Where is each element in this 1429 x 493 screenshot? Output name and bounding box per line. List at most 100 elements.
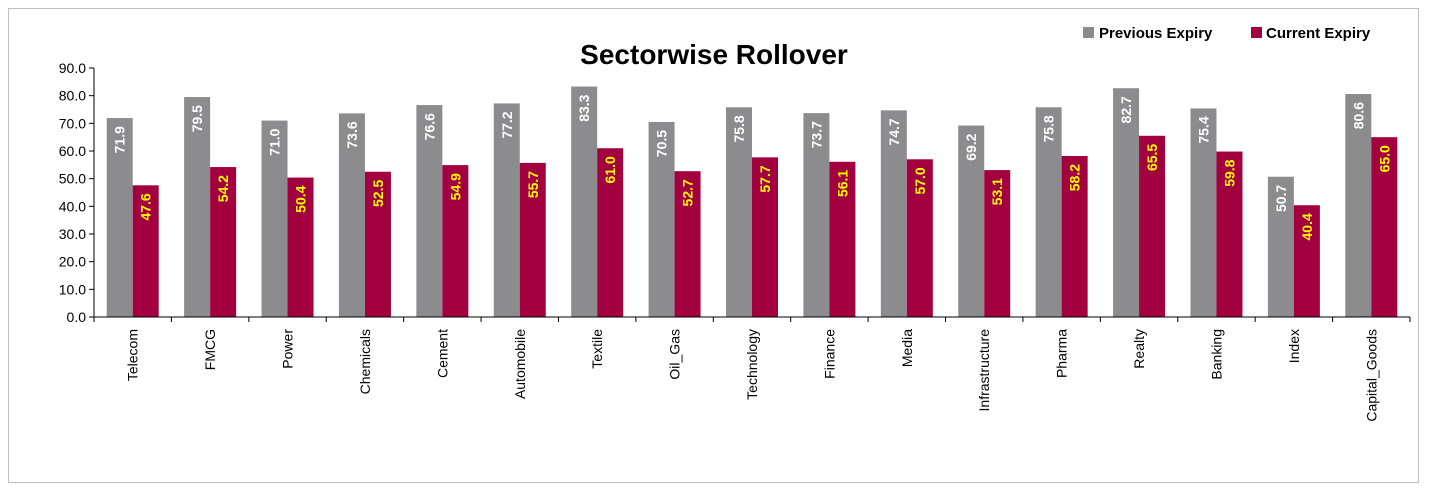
x-tick-label: FMCG — [202, 329, 218, 370]
y-tick-label: 40.0 — [59, 198, 86, 214]
x-tick-label: Infrastructure — [976, 329, 992, 412]
x-tick-label: Index — [1286, 329, 1302, 363]
bar-current-expiry — [132, 185, 159, 317]
legend-swatch-previous-expiry — [1083, 27, 1094, 38]
y-tick-label: 50.0 — [59, 171, 86, 187]
data-label-previous-expiry: 75.8 — [731, 115, 747, 142]
x-axis: Telecom FMCG Power Chemicals Cement Automobil… — [93, 316, 1411, 422]
data-label-previous-expiry: 71.9 — [112, 126, 128, 153]
data-label-current-expiry: 59.8 — [1221, 159, 1237, 186]
bar-current-expiry — [829, 161, 856, 317]
bar-previous-expiry — [1113, 88, 1140, 318]
data-label-current-expiry: 58.2 — [1067, 164, 1083, 191]
data-label-current-expiry: 61.0 — [602, 156, 618, 183]
bar-previous-expiry — [338, 113, 365, 317]
bar-previous-expiry — [648, 121, 675, 317]
bar-current-expiry — [1371, 137, 1398, 317]
bar-previous-expiry — [261, 120, 288, 317]
y-tick-label: 0.0 — [67, 309, 87, 325]
bar-previous-expiry — [958, 125, 985, 318]
x-tick-label: Power — [280, 329, 296, 369]
data-label-previous-expiry: 83.3 — [576, 94, 592, 121]
bar-current-expiry — [210, 167, 237, 317]
x-tick-label: Realty — [1131, 329, 1147, 369]
data-label-current-expiry: 53.1 — [989, 178, 1005, 205]
legend-swatch-current-expiry — [1251, 27, 1262, 38]
data-label-current-expiry: 55.7 — [525, 171, 541, 198]
data-label-current-expiry: 57.0 — [912, 167, 928, 194]
data-label-previous-expiry: 77.2 — [499, 111, 515, 138]
data-label-previous-expiry: 75.8 — [1041, 115, 1057, 142]
data-label-previous-expiry: 50.7 — [1273, 185, 1289, 212]
data-label-previous-expiry: 73.7 — [808, 121, 824, 148]
bar-previous-expiry — [1267, 176, 1294, 317]
data-label-current-expiry: 57.7 — [757, 165, 773, 192]
x-tick-label: Cement — [434, 329, 450, 378]
bar-current-expiry — [1061, 155, 1088, 317]
bar-previous-expiry — [726, 107, 752, 317]
bar-previous-expiry — [106, 118, 133, 318]
bar-current-expiry — [519, 162, 546, 317]
data-label-current-expiry: 56.1 — [834, 170, 850, 197]
bar-current-expiry — [906, 159, 933, 317]
data-label-current-expiry: 47.6 — [138, 193, 154, 220]
y-tick-label: 20.0 — [59, 254, 86, 270]
data-label-current-expiry: 50.4 — [293, 185, 309, 212]
x-tick-label: Finance — [821, 329, 837, 379]
x-tick-label: Textile — [589, 329, 605, 369]
bar-previous-expiry — [1190, 108, 1217, 317]
chart-frame — [8, 8, 1419, 483]
x-tick-label: Pharma — [1054, 329, 1070, 378]
bar-previous-expiry — [416, 105, 443, 317]
data-label-current-expiry: 52.7 — [680, 179, 696, 206]
bar-current-expiry — [1293, 205, 1320, 317]
bars — [106, 86, 1398, 318]
data-label-previous-expiry: 74.7 — [886, 118, 902, 145]
data-label-previous-expiry: 71.0 — [267, 128, 283, 155]
bar-current-expiry — [287, 177, 314, 317]
data-label-previous-expiry: 82.7 — [1118, 96, 1134, 123]
data-label-previous-expiry: 80.6 — [1350, 102, 1366, 129]
x-tick-label: Chemicals — [357, 329, 373, 394]
x-tick-label: Banking — [1208, 329, 1224, 380]
legend-label-previous-expiry: Previous Expiry — [1099, 25, 1213, 42]
x-tick-label: Oil_Gas — [667, 329, 683, 380]
legend: Previous Expiry Current Expiry — [1083, 25, 1371, 42]
bar-previous-expiry — [571, 86, 598, 317]
data-label-previous-expiry: 69.2 — [963, 133, 979, 160]
data-label-previous-expiry: 70.5 — [654, 130, 670, 157]
bar-current-expiry — [984, 170, 1011, 317]
data-label-current-expiry: 65.0 — [1376, 145, 1392, 172]
data-label-current-expiry: 54.2 — [215, 175, 231, 202]
data-label-current-expiry: 65.5 — [1144, 144, 1160, 171]
y-tick-label: 10.0 — [59, 281, 86, 297]
bar-current-expiry — [1216, 151, 1243, 317]
bar-previous-expiry — [184, 97, 211, 317]
bar-previous-expiry — [1345, 94, 1372, 317]
x-tick-label: Telecom — [125, 329, 141, 381]
bar-current-expiry — [674, 171, 701, 317]
y-tick-label: 70.0 — [59, 115, 86, 131]
bar-previous-expiry — [880, 110, 907, 317]
bar-current-expiry — [364, 171, 391, 317]
data-label-previous-expiry: 73.6 — [344, 121, 360, 148]
data-label-previous-expiry: 75.4 — [1195, 116, 1211, 143]
bar-previous-expiry — [803, 113, 830, 317]
data-labels: 71.9 47.6 79.5 54.2 71.0 50.4 73.6 52.5 76.6 54.9… — [112, 94, 1393, 240]
bar-current-expiry — [1139, 135, 1166, 317]
data-label-previous-expiry: 76.6 — [421, 113, 437, 140]
y-tick-label: 80.0 — [59, 88, 86, 104]
data-label-current-expiry: 40.4 — [1299, 213, 1315, 240]
x-tick-label: Media — [899, 329, 915, 367]
y-tick-label: 30.0 — [59, 226, 86, 242]
data-label-current-expiry: 52.5 — [370, 180, 386, 207]
chart-title: Sectorwise Rollover — [580, 39, 848, 70]
data-label-previous-expiry: 79.5 — [189, 105, 205, 132]
y-tick-label: 90.0 — [59, 60, 86, 76]
x-tick-label: Capital_Goods — [1363, 329, 1379, 422]
y-tick-label: 60.0 — [59, 143, 86, 159]
bar-current-expiry — [597, 148, 624, 317]
y-axis: 0.0 10.0 20.0 30.0 40.0 50.0 60.0 70.0 80.0 90.0 — [59, 60, 95, 325]
bar-current-expiry — [752, 157, 778, 317]
